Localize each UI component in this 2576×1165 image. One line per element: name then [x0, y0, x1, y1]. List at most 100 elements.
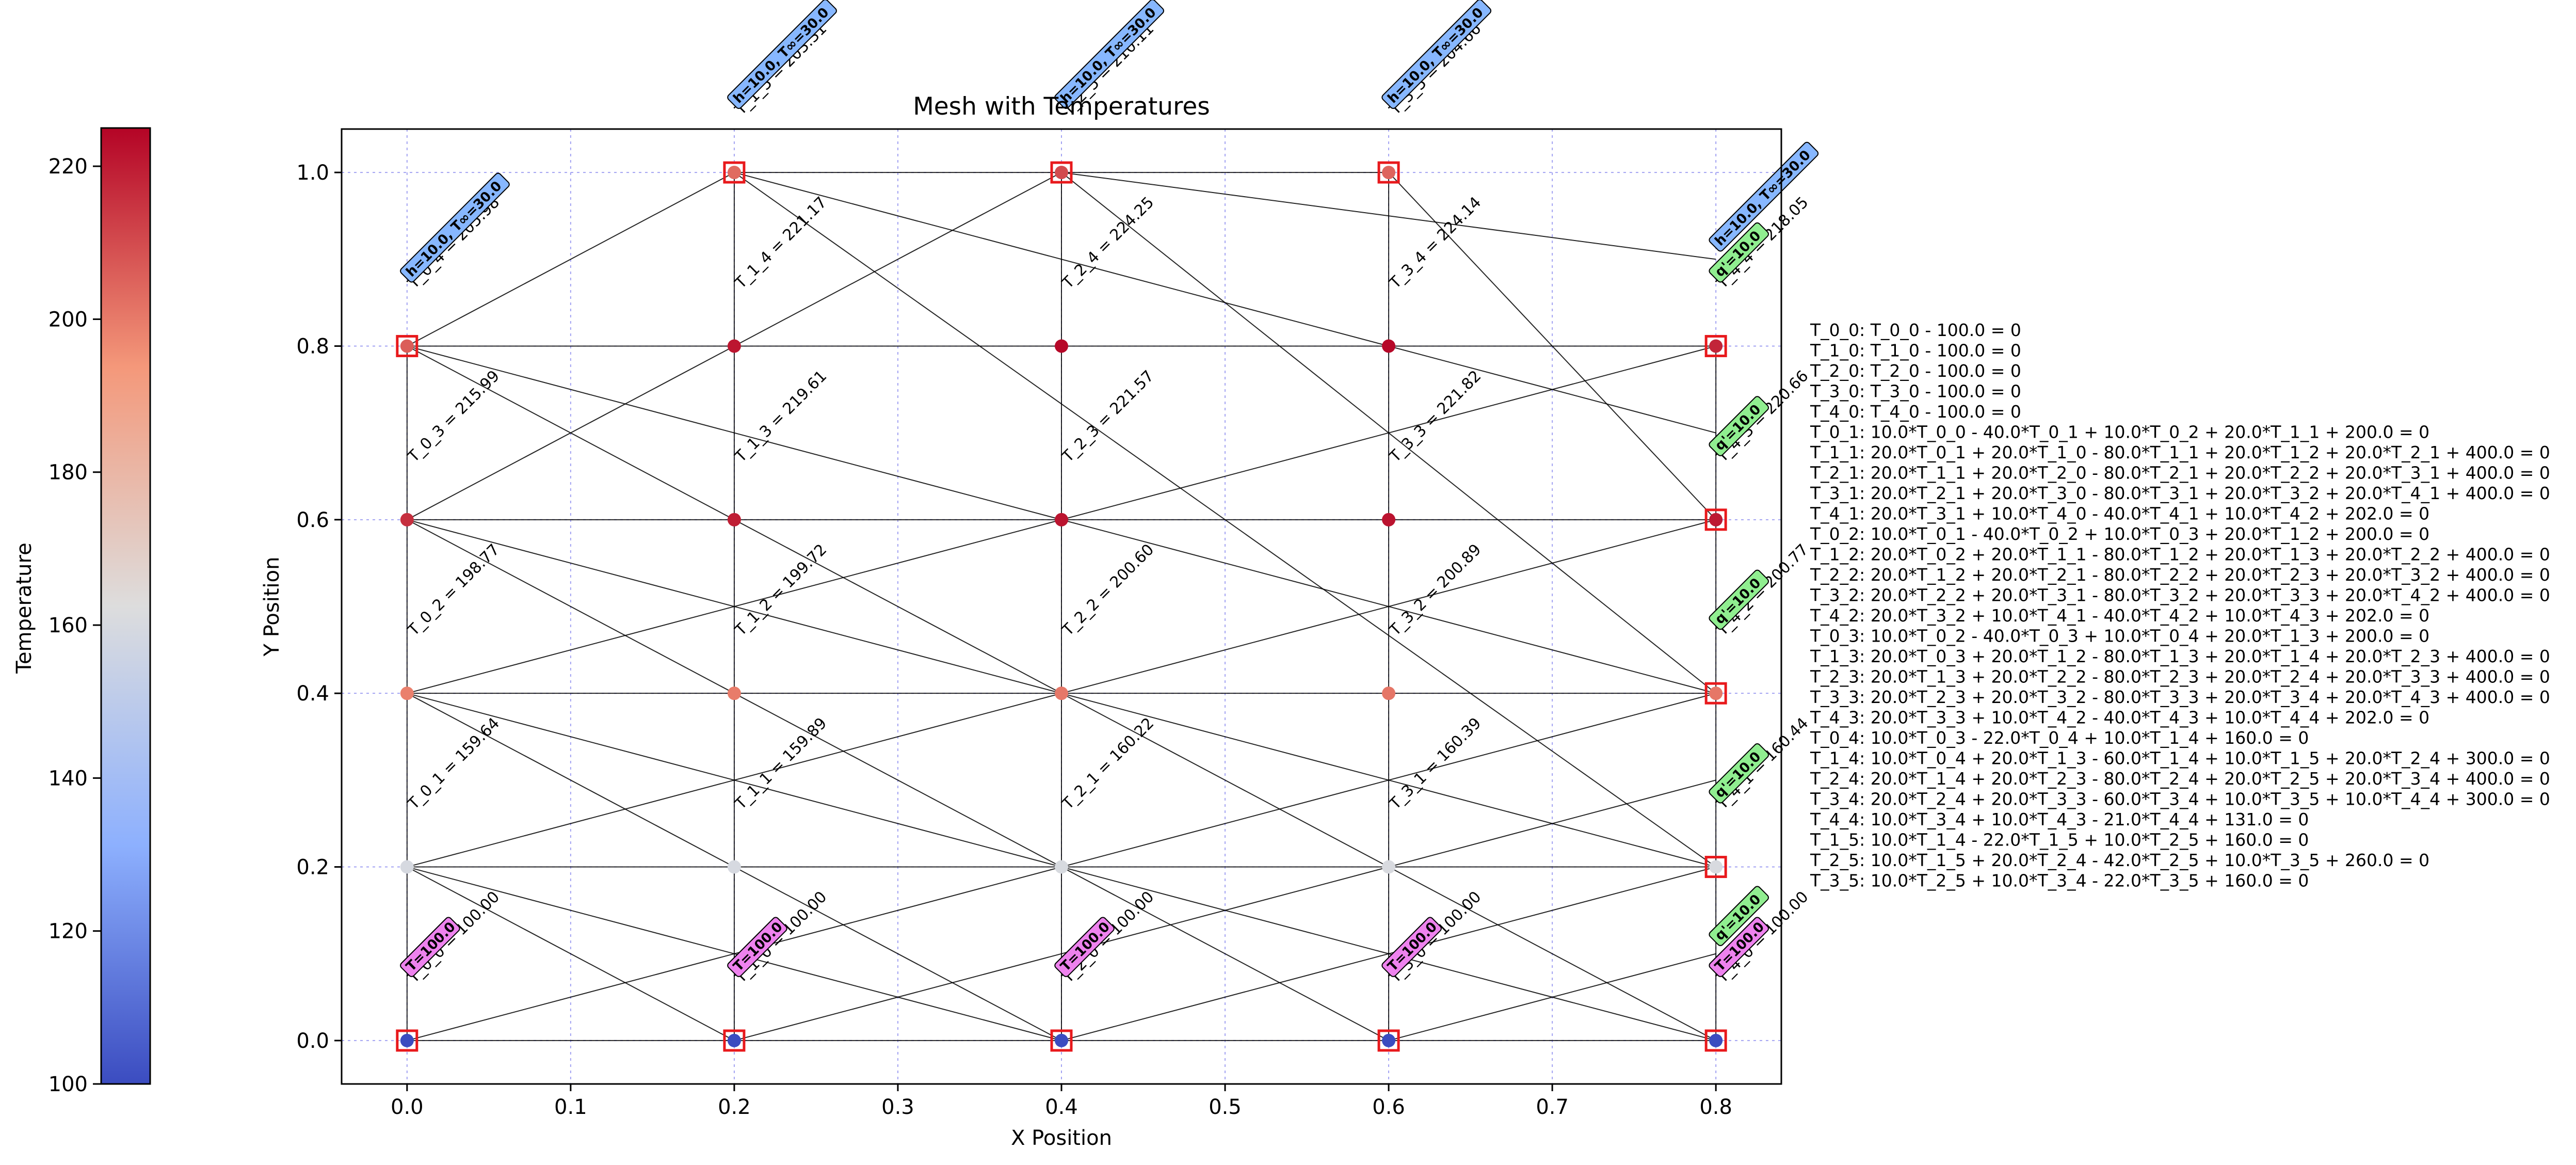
equation-line: T_1_1: 20.0*T_0_1 + 20.0*T_1_0 - 80.0*T_…: [1810, 442, 2550, 462]
equation-line: T_4_2: 20.0*T_3_2 + 10.0*T_4_1 - 40.0*T_…: [1810, 605, 2429, 626]
node-label: T_1_5 = 203.31: [731, 20, 830, 119]
boundary-marker: [1377, 1029, 1400, 1052]
equation-line: T_2_3: 20.0*T_1_3 + 20.0*T_2_2 - 80.0*T_…: [1810, 667, 2550, 687]
equation-line: T_0_4: 10.0*T_0_3 - 22.0*T_0_4 + 10.0*T_…: [1810, 728, 2309, 748]
bc-badge-box: [1709, 886, 1769, 946]
node-point: [1709, 860, 1723, 874]
equation-line: T_1_5: 10.0*T_1_4 - 22.0*T_1_5 + 10.0*T_…: [1810, 830, 2309, 850]
node-point: [1382, 687, 1396, 700]
node-point: [1709, 687, 1723, 700]
y-axis-label: Y Position: [260, 557, 284, 657]
colorbar-ticks: 100 120 140 160 180 200 220: [49, 155, 101, 1096]
mesh-edge: [734, 172, 1716, 434]
colorbar-tick-label: 140: [49, 767, 88, 790]
mesh-edge: [407, 866, 1062, 1041]
equation-line: T_1_4: 10.0*T_0_4 + 20.0*T_1_3 - 60.0*T_…: [1810, 748, 2550, 769]
bc-badge-box: [1054, 0, 1164, 109]
node-point: [400, 687, 414, 700]
equation-line: T_3_2: 20.0*T_2_2 + 20.0*T_3_1 - 80.0*T_…: [1810, 585, 2550, 605]
equation-line: T_3_3: 20.0*T_2_3 + 20.0*T_3_2 - 80.0*T_…: [1810, 687, 2550, 707]
x-tick-label: 0.8: [1699, 1095, 1732, 1119]
node-point: [727, 166, 741, 180]
boundary-marker: [723, 161, 746, 184]
boundary-marker: [1704, 334, 1727, 357]
node-point: [727, 339, 741, 353]
x-tick-label: 0.0: [391, 1095, 424, 1119]
y-tick-label: 0.8: [296, 334, 329, 358]
node-point: [1382, 166, 1396, 180]
equation-line: T_1_3: 20.0*T_0_3 + 20.0*T_1_2 - 80.0*T_…: [1810, 646, 2550, 666]
equation-line: T_2_4: 20.0*T_1_4 + 20.0*T_2_3 - 80.0*T_…: [1810, 769, 2550, 789]
equation-line: T_0_3: 10.0*T_0_2 - 40.0*T_0_3 + 10.0*T_…: [1810, 626, 2429, 646]
colorbar-tick-label: 100: [49, 1073, 88, 1096]
x-tick-label: 0.7: [1536, 1095, 1569, 1119]
boundary-marker: [396, 334, 418, 357]
equation-line: T_0_2: 10.0*T_0_1 - 40.0*T_0_2 + 10.0*T_…: [1810, 524, 2429, 544]
node-point: [1055, 513, 1068, 526]
boundary-marker: [723, 1029, 746, 1052]
boundary-markers: [396, 161, 1727, 1052]
y-tick-label: 0.6: [296, 508, 329, 532]
y-tick-label: 0.2: [296, 856, 329, 880]
equation-line: T_4_4: 10.0*T_3_4 + 10.0*T_4_3 - 21.0*T_…: [1810, 809, 2309, 829]
equation-line: T_4_1: 20.0*T_3_1 + 10.0*T_4_0 - 40.0*T_…: [1810, 504, 2429, 524]
colorbar-tick-label: 220: [49, 155, 88, 179]
bc-badge-text: h=10.0, T∞=30.0: [1385, 5, 1487, 106]
mesh-edge: [1388, 172, 1716, 520]
equation-line: T_0_0: T_0_0 - 100.0 = 0: [1810, 320, 2021, 340]
node-point: [1709, 1033, 1723, 1047]
bc-badge-box: [1709, 743, 1769, 804]
node-point: [400, 513, 414, 526]
equation-line: T_0_1: 10.0*T_0_0 - 40.0*T_0_1 + 10.0*T_…: [1810, 422, 2429, 442]
bc-badge-box: [727, 0, 837, 109]
bc-badge-box: [1709, 569, 1769, 630]
node-point: [727, 1033, 741, 1047]
node-point: [1382, 860, 1396, 874]
x-tick-label: 0.1: [554, 1095, 587, 1119]
equation-line: T_4_3: 20.0*T_3_3 + 10.0*T_4_2 - 40.0*T_…: [1810, 708, 2429, 728]
colorbar-gradient: [100, 127, 151, 1085]
mesh-edge: [1061, 172, 1716, 260]
node-point: [400, 1033, 414, 1047]
equation-list: T_0_0: T_0_0 - 100.0 = 0T_1_0: T_1_0 - 1…: [1810, 320, 2550, 891]
x-axis-label: X Position: [1011, 1126, 1112, 1150]
bc-badge-box: [1709, 917, 1769, 977]
x-tick-label: 0.3: [881, 1095, 914, 1119]
colorbar-label: Temperature: [12, 542, 36, 674]
node-point: [1382, 339, 1396, 353]
equation-line: T_2_1: 20.0*T_1_1 + 20.0*T_2_0 - 80.0*T_…: [1810, 463, 2550, 483]
node-label: T_3_5 = 204.66: [1386, 20, 1485, 119]
colorbar-tick-label: 120: [49, 920, 88, 944]
bc-badge-box: [1709, 396, 1769, 456]
equation-line: T_4_0: T_4_0 - 100.0 = 0: [1810, 402, 2021, 422]
node-point: [1055, 1033, 1068, 1047]
node-points: [400, 166, 1723, 1047]
bc-badge-box: [1054, 917, 1115, 977]
equation-line: T_3_5: 10.0*T_2_5 + 10.0*T_3_4 - 22.0*T_…: [1810, 871, 2309, 891]
y-tick-label: 0.4: [296, 682, 329, 706]
mesh-edge: [734, 172, 1716, 868]
bc-badge-text: h=10.0, T∞=30.0: [730, 5, 832, 106]
x-tick-label: 0.2: [718, 1095, 751, 1119]
node-point: [1055, 166, 1068, 180]
equation-line: T_1_2: 20.0*T_0_2 + 20.0*T_1_1 - 80.0*T_…: [1810, 545, 2550, 565]
y-tick-label: 0.0: [296, 1029, 329, 1053]
equation-line: T_3_1: 20.0*T_2_1 + 20.0*T_3_0 - 80.0*T_…: [1810, 483, 2550, 503]
node-point: [1055, 339, 1068, 353]
equation-line: T_2_0: T_2_0 - 100.0 = 0: [1810, 361, 2021, 381]
node-point: [400, 860, 414, 874]
bc-badge: h=10.0, T∞=30.0: [727, 0, 837, 109]
node-point: [1055, 687, 1068, 700]
y-tick-label: 1.0: [296, 161, 329, 185]
y-axis-ticks: 0.0 0.2 0.4 0.6 0.8 1.0: [296, 161, 342, 1053]
bc-badge-box: [1709, 141, 1819, 252]
colorbar-tick-label: 180: [49, 461, 88, 485]
mesh-edge: [1061, 172, 1716, 694]
node-point: [1709, 339, 1723, 353]
node-point: [1709, 513, 1723, 526]
boundary-marker: [1704, 1029, 1727, 1052]
bc-badge: h=10.0, T∞=30.0: [1381, 0, 1492, 109]
x-tick-label: 0.5: [1209, 1095, 1242, 1119]
bc-badge-box: [1381, 917, 1442, 977]
